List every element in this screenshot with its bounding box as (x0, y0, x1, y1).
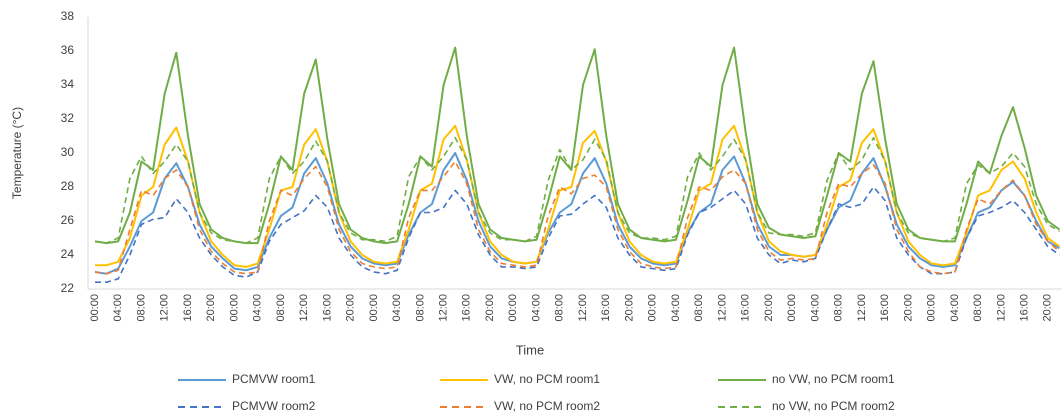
y-tick-label: 22 (61, 281, 75, 295)
x-tick-label: 00:00 (228, 294, 240, 322)
x-tick-label: 00:00 (368, 294, 380, 322)
x-tick-label: 20:00 (1042, 294, 1054, 322)
x-tick-label: 20:00 (205, 294, 217, 322)
x-tick-label: 00:00 (926, 294, 938, 322)
x-tick-label: 16:00 (1019, 294, 1031, 322)
y-tick-label: 38 (61, 9, 75, 23)
x-tick-label: 00:00 (89, 294, 101, 322)
x-tick-label: 00:00 (647, 294, 659, 322)
legend-label: no VW, no PCM room1 (772, 372, 895, 386)
x-tick-label: 12:00 (298, 294, 310, 322)
x-tick-label: 04:00 (530, 294, 542, 322)
x-tick-label: 20:00 (345, 294, 357, 322)
legend-label: no VW, no PCM room2 (772, 399, 895, 413)
x-tick-label: 12:00 (995, 294, 1007, 322)
x-tick-label: 04:00 (949, 294, 961, 322)
series-line (94, 160, 1061, 275)
x-tick-label: 16:00 (879, 294, 891, 322)
x-tick-label: 04:00 (252, 294, 264, 322)
x-tick-label: 20:00 (902, 294, 914, 322)
x-tick-label: 20:00 (763, 294, 775, 322)
x-tick-label: 20:00 (484, 294, 496, 322)
x-tick-label: 00:00 (507, 294, 519, 322)
y-tick-label: 24 (61, 247, 75, 261)
x-tick-label: 16:00 (461, 294, 473, 322)
legend-label: VW, no PCM room1 (494, 372, 600, 386)
y-tick-label: 34 (61, 77, 75, 91)
x-axis-title: Time (516, 342, 544, 357)
x-tick-label: 08:00 (135, 294, 147, 322)
x-tick-label: 00:00 (786, 294, 798, 322)
x-tick-label: 12:00 (577, 294, 589, 322)
y-tick-label: 36 (61, 43, 75, 57)
x-tick-label: 08:00 (554, 294, 566, 322)
x-tick-label: 16:00 (182, 294, 194, 322)
legend-label: VW, no PCM room2 (494, 399, 600, 413)
series-line (95, 186, 1060, 283)
series-line (94, 136, 1060, 244)
x-tick-label: 16:00 (321, 294, 333, 322)
x-tick-label: 20:00 (623, 294, 635, 322)
x-tick-label: 04:00 (670, 294, 682, 322)
x-tick-label: 12:00 (159, 294, 171, 322)
legend-label: PCMVW room2 (232, 399, 316, 413)
x-tick-label: 08:00 (693, 294, 705, 322)
series-line (95, 124, 1061, 268)
y-tick-label: 30 (61, 145, 75, 159)
y-axis-title: Temperature (°C) (10, 107, 24, 199)
x-tick-label: 08:00 (833, 294, 845, 322)
y-tick-label: 26 (61, 213, 75, 227)
x-tick-label: 04:00 (112, 294, 124, 322)
x-tick-label: 08:00 (275, 294, 287, 322)
x-tick-label: 04:00 (391, 294, 403, 322)
x-tick-label: 08:00 (414, 294, 426, 322)
x-tick-label: 12:00 (438, 294, 450, 322)
series-line (94, 152, 1061, 275)
x-tick-label: 08:00 (972, 294, 984, 322)
y-tick-label: 28 (61, 179, 75, 193)
x-tick-label: 12:00 (716, 294, 728, 322)
x-tick-label: 16:00 (600, 294, 612, 322)
y-tick-label: 32 (61, 111, 75, 125)
series-line (94, 46, 1061, 245)
x-tick-label: 12:00 (856, 294, 868, 322)
x-tick-label: 16:00 (740, 294, 752, 322)
x-tick-label: 04:00 (809, 294, 821, 322)
legend-label: PCMVW room1 (232, 372, 316, 386)
